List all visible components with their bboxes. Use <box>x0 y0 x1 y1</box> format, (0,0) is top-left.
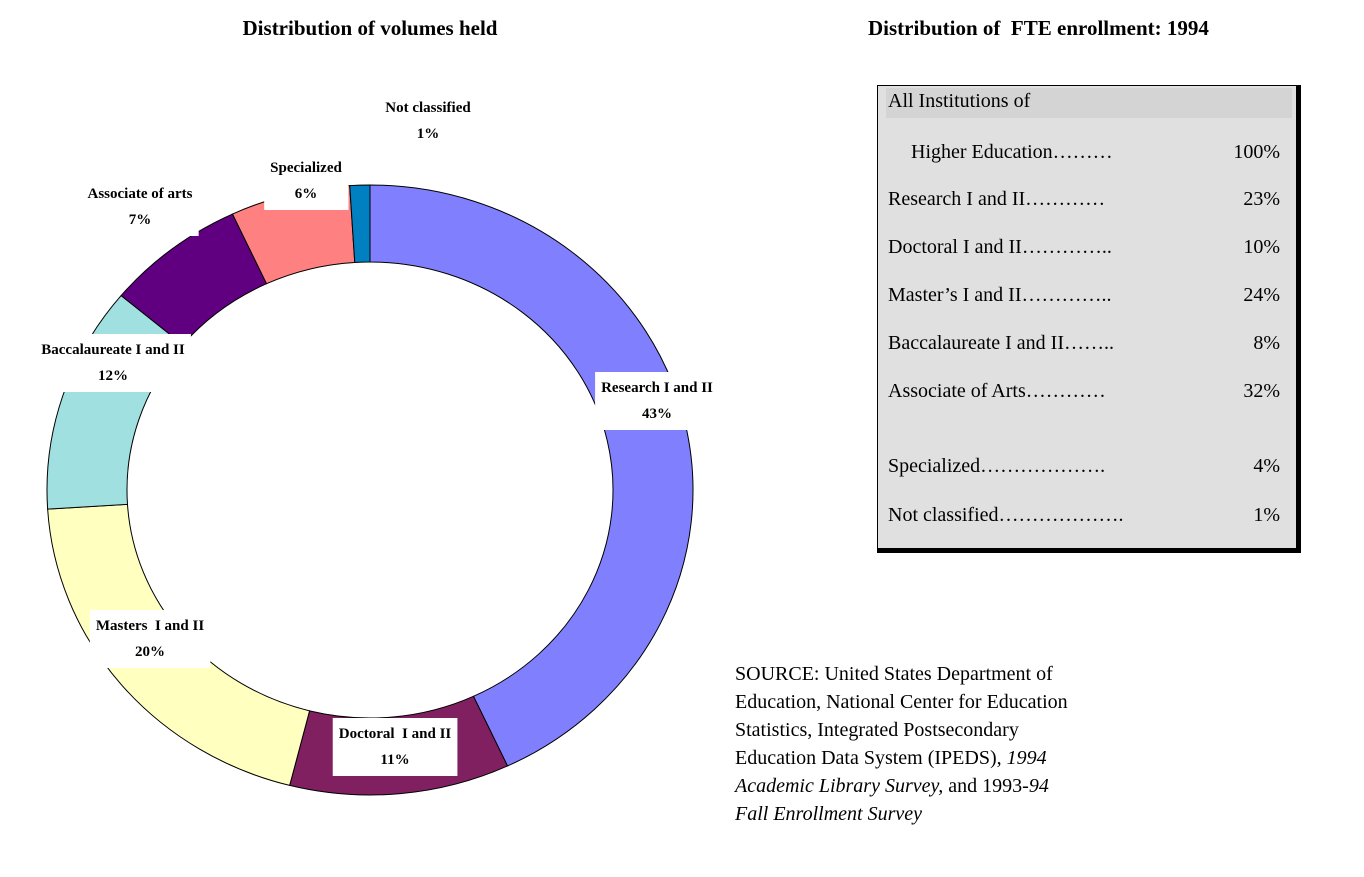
value-label: 11% <box>380 752 409 768</box>
row-label: Master’s I and II………….. <box>888 284 1112 306</box>
category-label: Specialized <box>270 160 342 176</box>
table-row: Master’s I and II………….. 24% <box>888 284 1288 307</box>
label-background <box>379 92 478 150</box>
source-text: SOURCE: United States Department of Educ… <box>735 663 1068 769</box>
data-label: Not classified 1% <box>379 92 478 150</box>
value-label: 6% <box>295 186 318 202</box>
table-row: Specialized………………. 4% <box>888 455 1288 478</box>
category-label: Research I and II <box>601 380 713 396</box>
table-title: Distribution of FTE enrollment: 1994 <box>868 16 1209 40</box>
donut-segment <box>369 184 694 767</box>
row-value: 23% <box>1243 188 1280 210</box>
value-label: 43% <box>642 406 672 422</box>
label-background <box>35 334 191 392</box>
data-label: Associate of arts 7% <box>81 178 199 236</box>
row-label: Specialized………………. <box>888 455 1106 477</box>
value-label: 12% <box>98 368 128 384</box>
source-text: 94 Fall Enrollment Survey <box>735 775 1049 825</box>
value-label: 7% <box>129 212 152 228</box>
table-row: Doctoral I and II………….. 10% <box>888 236 1288 259</box>
category-label: Associate of arts <box>88 186 193 202</box>
label-background <box>264 152 349 210</box>
value-label: 20% <box>135 644 165 660</box>
row-label: Research I and II………… <box>888 188 1106 210</box>
data-label: Specialized 6% <box>264 152 349 210</box>
row-label: Associate of Arts………… <box>888 380 1106 402</box>
label-background <box>595 372 720 430</box>
row-value: 8% <box>1253 332 1280 354</box>
data-label: Masters I and II 20% <box>89 610 211 668</box>
label-background <box>332 718 458 776</box>
donut-segment <box>349 184 371 263</box>
category-label: Doctoral I and II <box>339 726 452 742</box>
data-label: Doctoral I and II 11% <box>332 718 458 776</box>
chart: Research I and II 43% Doctoral I and II 11%… <box>35 92 720 796</box>
row-value: 1% <box>1253 504 1280 526</box>
row-label: Doctoral I and II………….. <box>888 236 1112 258</box>
label-background <box>81 178 199 236</box>
data-label: Research I and II 43% <box>595 372 720 430</box>
row-value: 10% <box>1243 236 1280 258</box>
category-label: Masters I and II <box>96 618 205 634</box>
value-label: 1% <box>417 126 440 142</box>
row-label: Higher Education……… <box>911 141 1113 163</box>
category-label: Baccalaureate I and II <box>41 342 185 358</box>
label-background <box>89 610 211 668</box>
enrollment-table: All Institutions of Higher Education……… 1… <box>877 85 1301 553</box>
table-row: Research I and II………… 23% <box>888 188 1288 211</box>
row-value: 24% <box>1243 284 1280 306</box>
data-label: Baccalaureate I and II 12% <box>35 334 191 392</box>
category-label: Not classified <box>385 100 471 116</box>
row-value: 32% <box>1243 380 1280 402</box>
source-text: 1994 Academic Library Survey, <box>735 747 1047 797</box>
row-label: Not classified………………. <box>888 504 1124 526</box>
header-band <box>886 88 1292 118</box>
table-row: Not classified………………. 1% <box>888 504 1288 527</box>
row-value: 4% <box>1253 455 1280 477</box>
table-row: Baccalaureate I and II…….. 8% <box>888 332 1288 355</box>
table-row: Higher Education……… 100% <box>911 141 1288 164</box>
source-text: and 1993- <box>943 775 1029 797</box>
table-row: Associate of Arts………… 32% <box>888 380 1288 403</box>
table-header: All Institutions of <box>888 90 1031 112</box>
source-note: SOURCE: United States Department of Educ… <box>735 660 1080 828</box>
row-label: Baccalaureate I and II…….. <box>888 332 1114 354</box>
row-value: 100% <box>1233 141 1280 163</box>
chart-title: Distribution of volumes held <box>242 16 498 40</box>
